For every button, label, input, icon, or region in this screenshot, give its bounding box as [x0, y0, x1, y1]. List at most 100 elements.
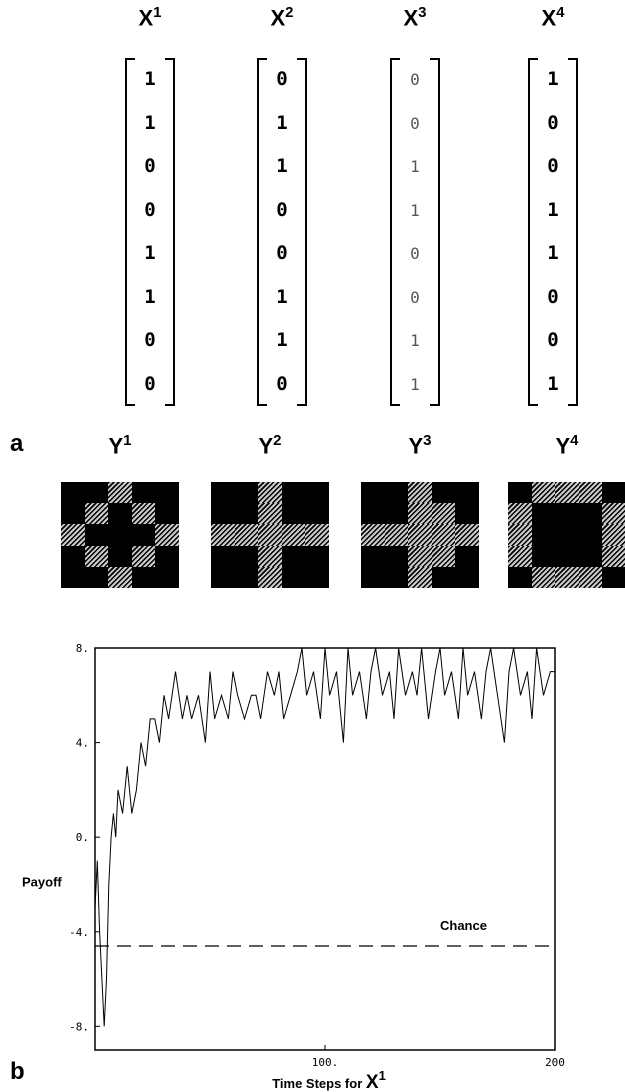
vector-x4: 1 0 0 1 1 0 0 1 — [528, 58, 578, 406]
pattern-pixel — [108, 566, 132, 588]
vector-cell: 0 — [410, 113, 420, 133]
pattern-pixel — [408, 566, 432, 588]
vector-cell: 1 — [547, 198, 559, 221]
pattern-grid-y3 — [361, 482, 479, 588]
vector-x3: 0 0 1 1 0 0 1 1 — [390, 58, 440, 406]
pattern-pixel — [234, 566, 259, 588]
payoff-chart: 8. 4. 0. -4. -8. 100. 200 Chance Payoff Time Step… — [22, 642, 565, 1092]
y-tick-label: 8. — [76, 642, 89, 655]
vector-cell: 1 — [144, 285, 156, 308]
vector-cell: 1 — [144, 242, 156, 264]
y-axis-label: Payoff — [22, 874, 62, 889]
pattern-pixel — [61, 524, 85, 546]
pattern-pixel — [531, 503, 556, 525]
pattern-pixel — [131, 566, 156, 588]
vector-label-x4: X4 — [523, 4, 583, 31]
right-bracket — [297, 58, 307, 406]
pattern-pixel — [578, 503, 603, 525]
y-tick-label: -4. — [69, 926, 89, 939]
pattern-pixel — [555, 524, 579, 546]
pattern-pixel — [84, 524, 109, 546]
pattern-pixel — [258, 482, 282, 504]
pattern-pixel — [155, 524, 179, 546]
pattern-label-y1: Y1 — [108, 432, 132, 459]
x-tick-label: 200 — [545, 1056, 565, 1069]
vector-label-sup: 2 — [285, 4, 294, 21]
pattern-pixel — [61, 545, 85, 567]
pattern-grid-y4 — [508, 482, 625, 588]
vector-cell: 1 — [547, 372, 559, 395]
left-bracket — [125, 58, 135, 406]
pattern-pixel — [305, 503, 329, 525]
pattern-pixel — [61, 482, 85, 504]
pattern-grid-y1 — [61, 482, 179, 588]
pattern-pixel — [508, 482, 532, 504]
vector-label-name: X — [270, 5, 286, 31]
pattern-pixel — [408, 482, 432, 504]
chance-label: Chance — [440, 918, 487, 933]
pattern-pixel — [455, 482, 479, 504]
pattern-pixel — [602, 503, 625, 525]
pattern-pixel — [131, 503, 156, 525]
pattern-pixel — [234, 503, 259, 525]
x-axis-label-text: Time Steps for — [272, 1076, 366, 1091]
pattern-pixel — [61, 503, 85, 525]
left-bracket — [257, 58, 267, 406]
pattern-pixel — [108, 524, 132, 546]
pattern-pixel — [431, 566, 456, 588]
vector-cell: 0 — [410, 287, 420, 307]
vector-cell: 0 — [276, 372, 288, 395]
pattern-pixel — [155, 503, 179, 525]
pattern-pixel — [531, 566, 556, 588]
pattern-pixel — [281, 524, 306, 546]
pattern-pixel — [361, 503, 385, 525]
pattern-pixel — [305, 482, 329, 504]
pattern-pixel — [408, 524, 432, 546]
pattern-pixel — [211, 524, 235, 546]
y-tick-label: -8. — [69, 1020, 89, 1033]
vector-label-sup: 3 — [418, 4, 427, 21]
pattern-pixel — [258, 545, 282, 567]
pattern-pixel — [384, 524, 409, 546]
pattern-pixel — [131, 482, 156, 504]
pattern-pixel — [455, 524, 479, 546]
pattern-pixel — [508, 545, 532, 567]
pattern-pixel — [155, 566, 179, 588]
pattern-pixel — [531, 545, 556, 567]
pattern-pixel — [531, 482, 556, 504]
vector-cell: 0 — [276, 198, 288, 221]
pattern-pixel — [211, 503, 235, 525]
pattern-pixel — [155, 482, 179, 504]
pattern-pixel — [384, 566, 409, 588]
vector-cell: 1 — [276, 111, 288, 134]
vector-cell: 1 — [144, 111, 156, 134]
pattern-pixel — [258, 566, 282, 588]
vector-cell: 0 — [547, 329, 559, 351]
vector-label-name: X — [541, 5, 557, 31]
pattern-pixel — [84, 566, 109, 588]
vector-cell: 0 — [547, 111, 559, 134]
y-tick-label: 0. — [76, 831, 89, 844]
vector-x1: 1 1 0 0 1 1 0 0 — [125, 58, 175, 406]
pattern-pixel — [361, 566, 385, 588]
pattern-pixel — [602, 566, 625, 588]
pattern-pixel — [108, 545, 132, 567]
vector-cell: 1 — [547, 68, 559, 90]
pattern-pixel — [361, 482, 385, 504]
pattern-pixel — [258, 524, 282, 546]
vector-label-name: X — [138, 5, 154, 31]
pattern-pixel — [61, 566, 85, 588]
vector-cell: 1 — [144, 68, 156, 90]
vector-cell: 1 — [410, 374, 420, 394]
pattern-pixel — [578, 524, 603, 546]
vector-label-sup: 1 — [153, 4, 162, 21]
vector-cell: 1 — [410, 331, 420, 350]
pattern-pixel — [361, 524, 385, 546]
left-bracket — [528, 58, 538, 406]
payoff-series-line — [94, 647, 555, 1027]
pattern-grid-y2 — [211, 482, 329, 588]
pattern-pixel — [578, 566, 603, 588]
pattern-pixel — [84, 545, 109, 567]
pattern-pixel — [408, 545, 432, 567]
pattern-pixel — [578, 545, 603, 567]
